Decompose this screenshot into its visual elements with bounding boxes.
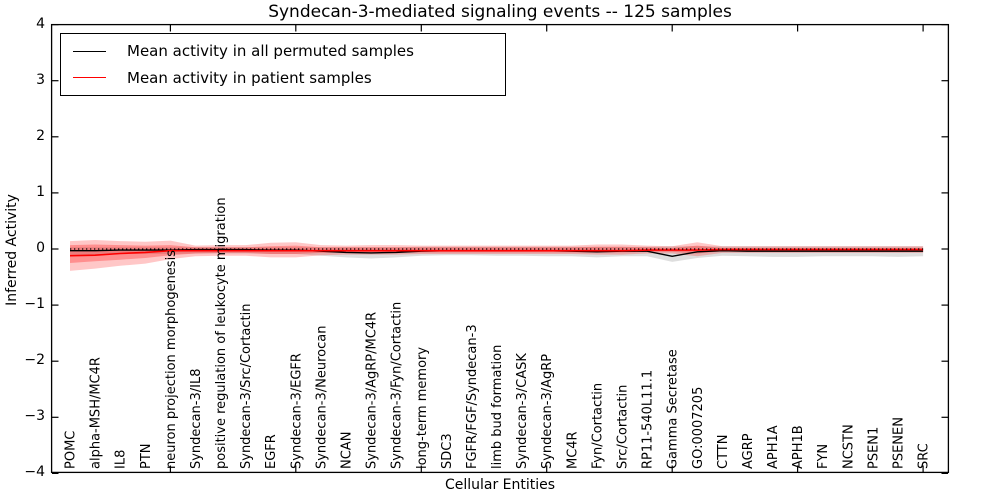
legend-entry-patient: Mean activity in patient samples — [61, 69, 505, 87]
x-category-label: APH1B — [791, 425, 806, 469]
x-category-label: SDC3 — [440, 433, 455, 469]
x-category-label: PSENEN — [892, 417, 907, 469]
x-category-label: Syndecan-3/EGFR — [289, 353, 304, 469]
x-category-label: NCAN — [340, 432, 355, 469]
chart-title: Syndecan-3-mediated signaling events -- … — [268, 2, 732, 22]
x-category-label: FGFR/FGF/Syndecan-3 — [465, 324, 480, 469]
x-category-label: GO:0007205 — [691, 387, 706, 469]
x-category-label: neuron projection morphogenesis — [164, 250, 179, 469]
x-category-label: Syndecan-3/IL8 — [189, 369, 204, 469]
x-category-label: CTTN — [716, 435, 731, 469]
x-category-label: FYN — [816, 444, 831, 469]
x-category-label: APH1A — [766, 425, 781, 469]
x-category-label: Syndecan-3/AgRP — [540, 354, 555, 469]
plot-frame — [50, 23, 950, 474]
plot-area: POMC alpha-MSH/MC4R IL8 PTN neuron projectio… — [50, 23, 950, 474]
y-tick-label: −4 — [24, 464, 45, 481]
x-category-label: AGRP — [741, 433, 756, 469]
x-category-label: limb bud formation — [490, 345, 505, 469]
y-tick-label: −1 — [24, 296, 45, 313]
y-tick-label: −2 — [24, 352, 45, 369]
legend-entry-permuted: Mean activity in all permuted samples — [61, 42, 505, 60]
x-category-label: positive regulation of leukocyte migrati… — [214, 197, 229, 469]
x-category-label: RP11-540L11.1 — [641, 370, 656, 469]
x-category-label: long-term memory — [415, 347, 430, 469]
x-category-label: Syndecan-3/Fyn/Cortactin — [390, 302, 405, 469]
x-category-label: SRC — [917, 443, 932, 469]
x-category-label: EGFR — [264, 434, 279, 469]
x-axis-label: Cellular Entities — [444, 477, 556, 493]
x-category-label: Gamma Secretase — [666, 349, 681, 469]
y-tick-label: 3 — [36, 71, 45, 88]
x-category-label: alpha-MSH/MC4R — [89, 357, 104, 469]
x-category-label: Syndecan-3/AgRP/MC4R — [365, 312, 380, 469]
legend-label: Mean activity in all permuted samples — [127, 42, 414, 61]
legend-label: Mean activity in patient samples — [127, 68, 372, 87]
x-category-label: PSEN1 — [866, 427, 881, 469]
y-tick-label: 2 — [36, 127, 45, 144]
legend-line-sample-red — [73, 77, 106, 79]
legend-line-sample-black — [73, 50, 106, 52]
y-tick-label: 4 — [36, 15, 45, 32]
band-patient-outer — [70, 240, 924, 271]
x-category-label: MC4R — [565, 431, 580, 469]
x-category-label: NCSTN — [841, 424, 856, 469]
y-tick-label: 0 — [36, 240, 45, 256]
x-category-label: Syndecan-3/CASK — [515, 353, 530, 469]
y-tick-label: 1 — [36, 183, 45, 200]
x-category-label: Syndecan-3/Neurocan — [314, 326, 329, 469]
x-category-label: PTN — [139, 443, 154, 469]
x-category-label: Src/Cortactin — [616, 385, 631, 469]
x-category-label: Syndecan-3/Src/Cortactin — [239, 303, 254, 469]
line-patient-mean — [69, 248, 924, 257]
x-category-label: POMC — [64, 431, 79, 469]
y-tick-label: −3 — [24, 408, 45, 425]
x-category-label: Fyn/Cortactin — [590, 383, 605, 469]
legend: Mean activity in all permuted samples Me… — [60, 33, 506, 96]
x-category-label: IL8 — [114, 450, 129, 469]
